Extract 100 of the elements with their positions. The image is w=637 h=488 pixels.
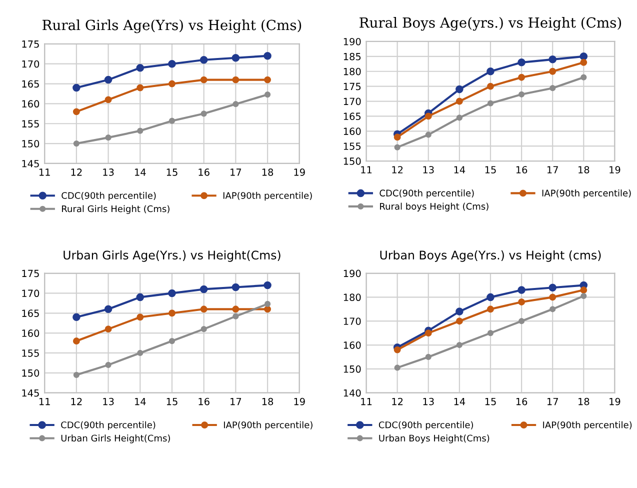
point	[73, 372, 80, 378]
x-tick-label: 11	[361, 398, 372, 406]
point	[232, 54, 240, 62]
point	[487, 330, 494, 336]
point	[264, 306, 272, 313]
legend-label: IAP(90th percentile)	[542, 189, 631, 198]
y-tick-label: 170	[22, 60, 40, 68]
y-tick-label: 140	[344, 389, 361, 397]
point	[487, 306, 494, 313]
x-tick-label: 12	[71, 398, 82, 406]
point	[580, 292, 587, 300]
point	[549, 68, 556, 75]
y-tick-label: 160	[344, 341, 361, 349]
legend-label: IAP(90th percentile)	[224, 421, 312, 430]
x-tick-label: 13	[423, 166, 434, 174]
x-tick-label: 15	[485, 166, 496, 174]
x-tick-label: 11	[361, 166, 372, 174]
point	[72, 108, 80, 116]
point	[136, 314, 144, 321]
point	[137, 128, 144, 134]
point	[200, 285, 208, 294]
point	[264, 76, 272, 84]
point	[456, 114, 462, 121]
point	[168, 310, 176, 317]
point	[394, 364, 400, 371]
x-tick-label: 13	[103, 168, 114, 176]
x-tick-label: 11	[39, 398, 50, 406]
legend-label: CDC(90th percentile)	[61, 421, 156, 430]
x-tick-label: 11	[39, 168, 50, 176]
point	[580, 58, 588, 66]
x-tick-label: 17	[547, 398, 558, 406]
y-tick-label: 150	[22, 369, 40, 377]
x-tick-label: 14	[135, 168, 146, 176]
point	[200, 326, 207, 332]
point	[200, 306, 208, 313]
x-tick-label: 19	[294, 168, 305, 176]
x-tick-label: 19	[610, 166, 620, 174]
point	[456, 85, 464, 94]
x-tick-label: 17	[230, 168, 242, 176]
x-tick-label: 17	[230, 398, 242, 406]
y-tick-label: 170	[344, 318, 361, 325]
legend-label: IAP(90th percentile)	[543, 421, 632, 430]
point	[548, 284, 556, 292]
point	[232, 306, 240, 313]
point	[200, 56, 208, 64]
point	[105, 362, 112, 368]
point	[168, 289, 176, 298]
point	[136, 64, 144, 72]
point	[264, 52, 272, 60]
point	[486, 293, 494, 302]
y-tick-label: 165	[22, 80, 39, 88]
y-tick-label: 170	[344, 98, 361, 106]
point	[394, 144, 400, 150]
point	[264, 300, 271, 308]
point	[394, 346, 401, 354]
point	[168, 60, 176, 68]
point	[232, 76, 240, 84]
point	[168, 80, 176, 88]
y-tick-label: 175	[344, 82, 361, 90]
x-tick-label: 13	[103, 398, 114, 406]
y-tick-label: 185	[344, 52, 361, 60]
y-tick-label: 160	[344, 128, 361, 135]
legend-label: Rural boys Height (Cms)	[380, 202, 488, 212]
x-tick-label: 14	[454, 398, 466, 406]
point	[487, 82, 494, 90]
point	[104, 326, 112, 333]
point	[550, 306, 556, 312]
y-tick-label: 160	[22, 330, 40, 337]
x-tick-label: 16	[198, 168, 210, 176]
y-tick-label: 175	[22, 40, 39, 48]
chart-title: Urban Girls Age(Yrs.) vs Height(Cms)	[64, 250, 280, 262]
point	[548, 56, 556, 64]
point	[72, 84, 80, 92]
point	[232, 313, 239, 320]
y-tick-label: 155	[344, 142, 361, 150]
point	[518, 58, 526, 66]
point	[425, 354, 432, 360]
point	[518, 286, 526, 294]
point	[487, 100, 494, 106]
point	[104, 76, 112, 84]
point	[550, 85, 556, 92]
legend-label: CDC(90th percentile)	[62, 192, 156, 201]
y-tick-label: 160	[22, 100, 40, 108]
chart-title: Urban Boys Age(Yrs.) vs Height (cms)	[380, 250, 601, 262]
y-tick-label: 150	[22, 140, 40, 148]
x-tick-label: 12	[71, 168, 82, 176]
point	[137, 350, 144, 356]
y-tick-label: 165	[344, 112, 361, 120]
point	[232, 283, 240, 292]
point	[232, 101, 239, 108]
point	[456, 342, 462, 348]
x-tick-label: 12	[392, 398, 403, 406]
x-tick-label: 15	[166, 398, 178, 406]
y-tick-label: 180	[344, 68, 361, 76]
point	[104, 305, 112, 314]
point	[168, 118, 176, 124]
y-tick-label: 155	[22, 350, 39, 357]
point	[136, 293, 144, 302]
point	[518, 298, 526, 306]
point	[456, 318, 463, 325]
